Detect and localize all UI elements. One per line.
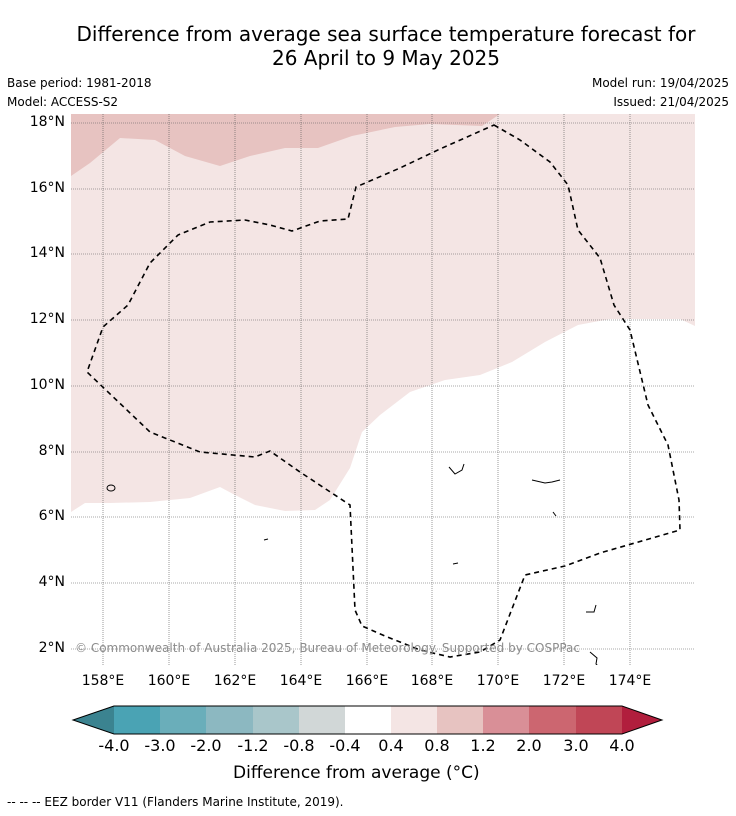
map-title: Difference from average sea surface temp… [0,22,736,70]
contour-fragment [552,511,557,517]
colorbar-outline [71,705,664,735]
latitude-label: 16°N [29,180,65,196]
latitude-label: 10°N [29,377,65,393]
contour-fragment [448,463,465,475]
colorbar-extend-min [73,706,114,734]
eez-legend: -- -- -- EEZ border V11 (Flanders Marine… [7,795,344,809]
latitude-label: 18°N [29,114,65,130]
latitude-label: 6°N [38,508,65,524]
contour-fragment [589,651,598,665]
longitude-label: 174°E [608,673,652,689]
longitude-label: 162°E [213,673,257,689]
latitude-label: 8°N [38,443,65,459]
colorbar-bin [529,706,576,734]
colorbar-tick-label: 0.4 [378,736,404,755]
colorbar-bin [299,706,345,734]
base-period: Base period: 1981-2018 [7,76,152,90]
colorbar-bin [437,706,483,734]
map-area [71,114,695,665]
colorbar-bin [391,706,437,734]
meta-right: Model run: 19/04/2025 Issued: 21/04/2025 [592,74,729,112]
colorbar-tick-label: -0.4 [329,736,361,755]
colorbar-bin [576,706,622,734]
model-name: Model: ACCESS-S2 [7,95,119,109]
eez-border [86,124,681,658]
colorbar-tick-label: -2.0 [190,736,222,755]
contour-fragment [531,479,561,484]
issued-date: Issued: 21/04/2025 [613,95,729,109]
colorbar-tick-label: -4.0 [98,736,130,755]
colorbar-bin [253,706,299,734]
colorbar-tick-label: -1.2 [237,736,269,755]
colorbar-label: Difference from average (°C) [233,763,480,783]
colorbar-tick-label: 3.0 [563,736,589,755]
longitude-label: 166°E [345,673,389,689]
latitude-label: 4°N [38,574,65,590]
anomaly-region-0.8-1.2 [71,114,500,176]
anomaly-region-0.4-0.8 [71,114,695,512]
colorbar-extend-max [622,706,662,734]
latitude-label: 12°N [29,311,65,327]
gridlines [71,114,695,665]
colorbar-tick-label: -3.0 [144,736,176,755]
longitude-label: 170°E [476,673,520,689]
contour-fragment [263,538,269,541]
colorbar-tick-label: 4.0 [609,736,635,755]
colorbar-bin [114,706,160,734]
latitude-label: 2°N [38,640,65,656]
contour-fragment [452,562,459,565]
latitude-label: 14°N [29,245,65,261]
longitude-label: 172°E [542,673,586,689]
colorbar-bin [483,706,529,734]
title-line-2: 26 April to 9 May 2025 [272,46,500,70]
longitude-label: 158°E [81,673,125,689]
colorbar-tick-label: -0.8 [283,736,315,755]
colorbar-bin [160,706,206,734]
colorbar [71,705,664,735]
copyright-notice: © Commonwealth of Australia 2025, Bureau… [75,641,580,655]
colorbar-bin [345,706,391,734]
contour-fragment [586,604,597,613]
longitude-label: 164°E [279,673,323,689]
meta-left: Base period: 1981-2018 Model: ACCESS-S2 [7,74,152,112]
contour-island [106,484,116,492]
longitude-label: 168°E [410,673,454,689]
title-line-1: Difference from average sea surface temp… [76,22,696,46]
model-run: Model run: 19/04/2025 [591,76,729,90]
colorbar-tick-label: 1.2 [470,736,496,755]
colorbar-tick-label: 0.8 [424,736,450,755]
longitude-label: 160°E [147,673,191,689]
colorbar-bin [206,706,253,734]
colorbar-tick-label: 2.0 [516,736,542,755]
